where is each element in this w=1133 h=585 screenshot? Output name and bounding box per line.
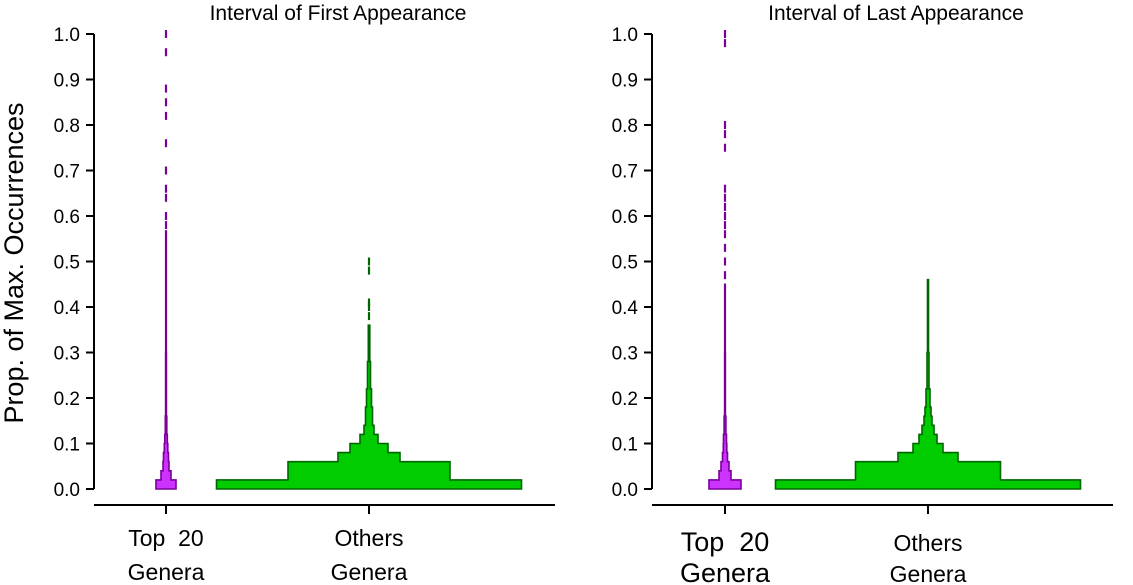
y-tick-label: 1.0 bbox=[54, 25, 80, 46]
y-tick-label: 0.6 bbox=[54, 207, 80, 228]
x-tick-label: Genera bbox=[680, 558, 771, 585]
y-tick-label: 0.9 bbox=[612, 71, 638, 92]
x-tick-label: Genera bbox=[331, 559, 408, 585]
violin-others-genera: Others Genera bbox=[774, 278, 1082, 585]
chart-panel-1: Interval of First Appearance 0.0 0.1 0.2 0.3… bbox=[54, 2, 555, 585]
violin-body bbox=[774, 278, 1082, 490]
y-tick-label: 0.8 bbox=[612, 116, 638, 137]
violin-others-genera: Others Genera bbox=[215, 257, 523, 585]
y-tick-label: 0.5 bbox=[612, 253, 638, 274]
y-tick-label: 0.7 bbox=[54, 162, 80, 183]
violin-body bbox=[708, 283, 742, 490]
chart-title: Interval of First Appearance bbox=[210, 2, 467, 25]
x-tick-label: Genera bbox=[128, 559, 205, 585]
y-tick-label: 0.6 bbox=[612, 207, 638, 228]
chart-panel-2: Interval of Last Appearance 0.0 0.1 0.2 0.3 0… bbox=[612, 2, 1113, 585]
violin-top-20-genera: Top 20 Genera bbox=[128, 30, 205, 585]
y-tick-label: 0.8 bbox=[54, 116, 80, 137]
x-tick-label: Others bbox=[893, 530, 962, 556]
x-tick-label: Top 20 bbox=[681, 527, 770, 557]
x-tick-label: Genera bbox=[890, 561, 967, 585]
y-tick-label: 0.4 bbox=[54, 298, 81, 319]
y-tick-label: 1.0 bbox=[612, 25, 638, 46]
y-tick-label: 0.0 bbox=[54, 480, 80, 501]
y-tick-label: 0.3 bbox=[612, 344, 638, 365]
x-tick-label: Others bbox=[334, 525, 403, 551]
y-tick-label: 0.7 bbox=[612, 162, 638, 183]
y-tick-label: 0.0 bbox=[612, 480, 638, 501]
y-tick-label: 0.4 bbox=[612, 298, 639, 319]
y-axis-label: Prop. of Max. Occurrences bbox=[0, 102, 29, 423]
y-tick-label: 0.1 bbox=[612, 435, 638, 456]
violin-body bbox=[155, 237, 177, 490]
y-tick-label: 0.9 bbox=[54, 71, 80, 92]
chart-title: Interval of Last Appearance bbox=[768, 2, 1024, 25]
y-tick-label: 0.2 bbox=[612, 389, 638, 410]
y-tick-label: 0.3 bbox=[54, 344, 80, 365]
y-tick-label: 0.5 bbox=[54, 253, 80, 274]
y-tick-label: 0.2 bbox=[54, 389, 80, 410]
x-tick-label: Top 20 bbox=[128, 525, 203, 551]
y-tick-label: 0.1 bbox=[54, 435, 80, 456]
violin-body bbox=[215, 324, 523, 490]
